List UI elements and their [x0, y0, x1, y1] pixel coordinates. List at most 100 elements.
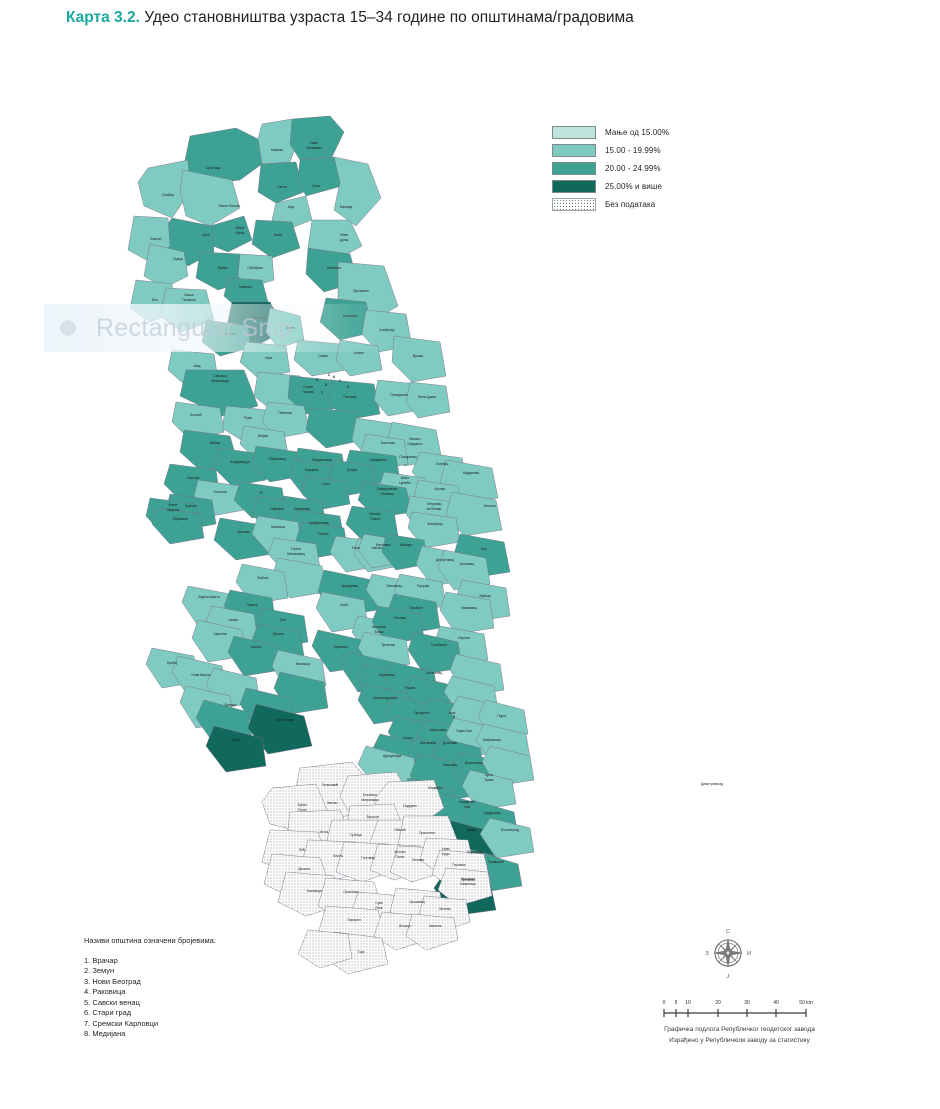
svg-text:Кула: Кула — [202, 233, 209, 237]
svg-text:Неготин: Неготин — [484, 504, 496, 508]
map-furniture: С Ј И З 0 5 10 20 30 40 — [652, 920, 827, 1046]
svg-text:Ириг: Ириг — [265, 356, 273, 360]
svg-text:Пазова: Пазова — [302, 390, 313, 394]
svg-text:Пећинци: Пећинци — [278, 411, 292, 415]
svg-text:Уб: Уб — [259, 491, 263, 495]
svg-text:Темерин: Темерин — [238, 285, 251, 289]
svg-text:Велика: Велика — [369, 512, 380, 516]
svg-text:Мајданпек: Мајданпек — [463, 471, 480, 475]
svg-text:Опово: Опово — [318, 354, 328, 358]
svg-text:Митровица: Митровица — [211, 379, 228, 383]
svg-text:Осечина: Осечина — [213, 490, 226, 494]
page-title-text: Удео становништва узраста 15–34 године п… — [144, 9, 634, 26]
legend-swatch-nodata — [552, 198, 596, 211]
svg-text:Блаце: Блаце — [403, 736, 413, 740]
svg-text:Бујановац: Бујановац — [467, 850, 483, 854]
svg-text:Деспотовац: Деспотовац — [436, 558, 454, 562]
svg-text:Качаник: Качаник — [429, 924, 442, 928]
svg-text:Рума: Рума — [244, 416, 252, 420]
legend-label-25plus: 25.00% и више — [605, 182, 662, 191]
svg-text:Бачка Топола: Бачка Топола — [219, 204, 240, 208]
svg-text:Ковин: Ковин — [354, 351, 363, 355]
svg-text:Брдо: Брдо — [442, 852, 450, 856]
svg-text:Ада: Ада — [288, 205, 294, 209]
svg-text:Лазаревац: Лазаревац — [294, 507, 311, 511]
svg-text:6: 6 — [333, 375, 335, 379]
svg-text:1: 1 — [339, 379, 341, 383]
svg-text:Лесковац: Лесковац — [443, 763, 458, 767]
legend-swatch-20-24 — [552, 162, 596, 175]
svg-text:Ражањ: Ражањ — [405, 686, 416, 690]
svg-text:Владимирци: Владимирци — [230, 460, 250, 464]
svg-text:2: 2 — [328, 373, 330, 377]
svg-text:Нова: Нова — [340, 233, 348, 237]
svg-text:Мали: Мали — [236, 226, 245, 230]
svg-text:Пландиште: Пландиште — [390, 393, 408, 397]
scale-tick-50: 50 km — [799, 1000, 813, 1006]
svg-text:Лајковац: Лајковац — [270, 507, 284, 511]
svg-text:Љубовија: Љубовија — [172, 517, 187, 521]
svg-text:Прибој: Прибој — [167, 661, 178, 665]
svg-text:Апатин: Апатин — [151, 237, 162, 241]
svg-text:Жагубица: Жагубица — [427, 522, 442, 526]
svg-text:Пожаревац: Пожаревац — [399, 455, 416, 459]
svg-text:Бач: Бач — [152, 298, 158, 302]
legend-label-20-24: 20.00 - 24.99% — [605, 164, 661, 173]
svg-text:Митровица: Митровица — [361, 798, 378, 802]
svg-text:Чајетина: Чајетина — [213, 632, 227, 636]
svg-text:Барајево: Барајево — [305, 468, 319, 472]
svg-text:Градиште: Градиште — [408, 442, 423, 446]
svg-text:Звечан: Звечан — [327, 801, 338, 805]
compass-rose-icon: С Ј И З — [705, 929, 751, 980]
footnote-item-1: 1. Врачар — [84, 955, 118, 965]
svg-text:Подујево: Подујево — [403, 804, 417, 808]
legend-label-nodata: Без података — [605, 200, 656, 209]
svg-text:Прокупље: Прокупље — [414, 711, 430, 715]
svg-text:Ковачица: Ковачица — [343, 314, 358, 318]
svg-text:Плана: Плана — [370, 517, 380, 521]
svg-text:Обреновац: Обреновац — [268, 457, 285, 461]
svg-text:7: 7 — [321, 391, 323, 395]
svg-text:Србица: Србица — [350, 833, 362, 837]
svg-text:Кикинда: Кикинда — [340, 205, 353, 209]
svg-text:Трстеник: Трстеник — [381, 643, 395, 647]
svg-text:Алексинац: Алексинац — [426, 671, 443, 675]
svg-text:Рача: Рача — [352, 546, 360, 550]
municipality-number-key: Називи општина означени бројевима: 1. Вр… — [84, 936, 216, 1040]
svg-text:Сомбор: Сомбор — [162, 193, 174, 197]
svg-text:Владичин: Владичин — [459, 800, 474, 804]
svg-text:Крушевац: Крушевац — [379, 673, 394, 677]
svg-text:Вршац: Вршац — [413, 354, 424, 358]
svg-text:Житорађа: Житорађа — [420, 741, 436, 745]
svg-text:Бајина Башта: Бајина Башта — [198, 595, 219, 599]
svg-text:Чока: Чока — [312, 184, 320, 188]
svg-text:Мерошина: Мерошина — [430, 728, 447, 732]
svg-text:8: 8 — [453, 715, 455, 719]
svg-text:Трава: Трава — [484, 778, 493, 782]
svg-text:Бачка: Бачка — [185, 293, 194, 297]
svg-text:Жабари: Жабари — [400, 543, 412, 547]
svg-text:Ниш: Ниш — [449, 711, 456, 715]
svg-text:Пирот: Пирот — [497, 714, 507, 718]
svg-text:Клина: Клина — [333, 854, 343, 858]
svg-text:Беочин: Беочин — [225, 332, 236, 336]
svg-text:Оџаци: Оџаци — [173, 257, 183, 261]
svg-text:Приштина: Приштина — [419, 831, 435, 835]
footnote-item-2: 2. Земун — [84, 966, 115, 975]
svg-text:Младеновац: Младеновац — [312, 458, 331, 462]
svg-text:Лапово: Лапово — [371, 546, 382, 550]
svg-text:Врњачка: Врњачка — [372, 625, 386, 629]
svg-text:Прешево: Прешево — [461, 878, 475, 882]
svg-text:Тител: Тител — [286, 326, 295, 330]
scale-tick-40: 40 — [773, 1000, 779, 1006]
svg-text:3: 3 — [325, 383, 327, 387]
svg-text:Река: Река — [375, 906, 382, 910]
svg-text:Ваљево: Ваљево — [238, 530, 251, 534]
scale-tick-5: 5 — [675, 1000, 678, 1006]
svg-text:Сува: Сува — [375, 901, 383, 905]
svg-text:Кучево: Кучево — [435, 487, 446, 491]
svg-text:Краљево: Краљево — [334, 645, 348, 649]
svg-text:Урошевац: Урошевац — [409, 900, 425, 904]
svg-text:Паланка: Паланка — [182, 298, 195, 302]
legend-item-2: 20.00 - 24.99% — [552, 160, 669, 177]
